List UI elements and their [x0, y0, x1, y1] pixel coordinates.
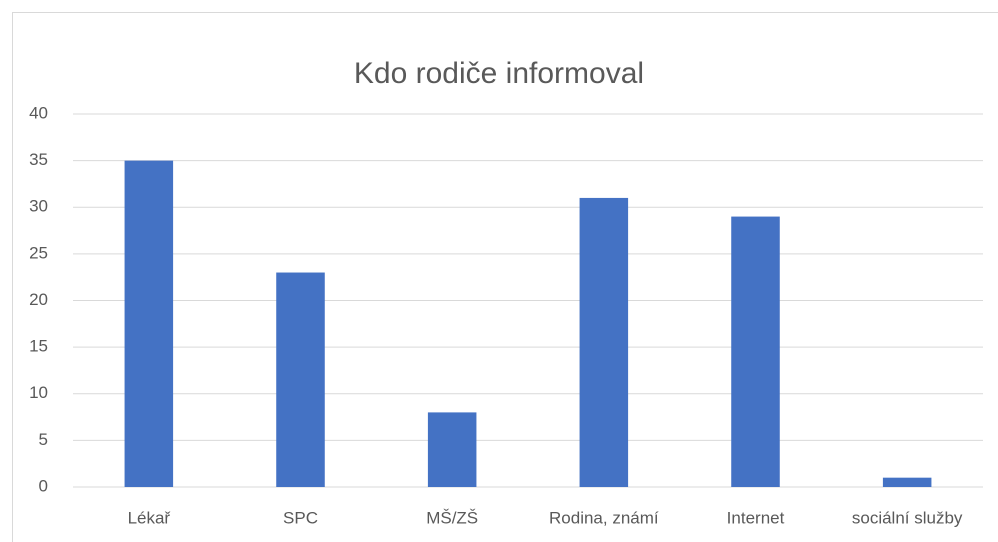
chart-border [12, 12, 998, 542]
bar [124, 160, 174, 487]
x-tick-label: MŠ/ZŠ [426, 508, 478, 527]
bar [731, 216, 780, 487]
y-tick-label: 10 [29, 383, 48, 402]
x-tick-label: SPC [283, 508, 318, 527]
bar [427, 412, 477, 487]
x-tick-label: Rodina, známí [549, 508, 659, 527]
chart-title: Kdo rodiče informoval [354, 57, 644, 90]
y-tick-label: 5 [39, 430, 48, 449]
y-tick-label: 35 [29, 150, 48, 169]
y-tick-label: 25 [29, 243, 48, 262]
y-tick-label: 30 [29, 197, 48, 216]
bar [276, 272, 325, 487]
x-tick-label: Internet [727, 508, 785, 527]
bar [579, 197, 629, 488]
y-tick-label: 40 [29, 103, 48, 122]
y-tick-label: 15 [29, 337, 48, 356]
y-tick-label: 20 [29, 290, 48, 309]
x-tick-label: Lékař [128, 508, 171, 527]
bar [882, 477, 932, 487]
y-tick-label: 0 [39, 476, 48, 495]
x-tick-label: sociální služby [852, 508, 963, 527]
